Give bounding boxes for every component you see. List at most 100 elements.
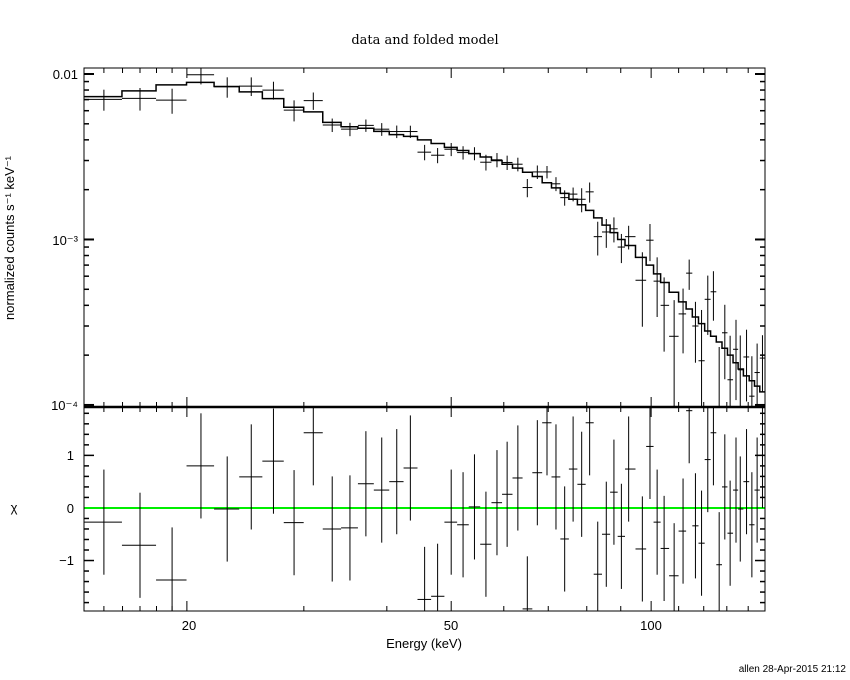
residual-point [692,473,699,579]
data-point [610,217,618,243]
data-point [431,148,445,164]
data-point [759,335,765,392]
data-point [692,301,699,363]
footer-stamp: allen 28-Apr-2015 21:12 [739,664,847,675]
y-axis-label-spectrum: normalized counts s⁻¹ keV⁻¹ [2,155,17,320]
residual-point [542,407,552,476]
residual-point [610,439,618,545]
data-point [635,252,647,327]
residual-point [341,475,358,581]
plot-frame [83,67,766,612]
data-point [749,356,755,407]
data-point [602,218,611,248]
residual-point [593,521,603,611]
residual-point [389,429,404,535]
residual-point [678,478,687,584]
residual-point [704,407,711,513]
data-point [84,89,122,111]
data-point [403,125,418,138]
residual-point [585,407,594,476]
x-tick-label: 100 [640,618,662,633]
x-axis-label: Energy (keV) [386,636,462,651]
residual-point [357,431,374,537]
data-point [738,335,744,407]
data-point [551,177,561,192]
residual-point [617,483,626,589]
data-point [186,68,215,85]
residual-point [491,450,503,556]
chi-tick-label: −1 [59,553,74,568]
residual-point [239,424,263,530]
data-point [678,288,687,354]
data-point [341,122,358,137]
data-point [733,319,739,401]
data-point [444,142,458,157]
residual-point [577,431,586,537]
residual-point [625,416,636,522]
residual-point [322,476,342,582]
axis-ticks [84,68,765,611]
y-tick-label: 10⁻³ [52,233,78,248]
data-point [357,119,374,132]
residual-point [283,470,304,576]
residual-point [431,543,445,611]
data-point [660,277,670,352]
residual-point [121,492,157,598]
model-step-line [84,81,765,393]
data-point [262,81,284,100]
data-point [532,165,543,179]
data-point [468,147,481,161]
data-point [593,221,603,256]
data-point [156,88,187,114]
residual-point [738,456,744,562]
residual-point [698,490,705,596]
data-point [491,153,503,168]
residual-point [759,407,765,508]
data-point [542,165,552,179]
chi-tick-label: 0 [67,501,74,516]
data-point [480,154,492,171]
residual-point [721,434,728,540]
data-point [686,259,693,290]
residual-point [602,481,611,587]
residual-point [214,456,240,562]
residual-point [754,437,760,543]
residual-point [502,441,513,547]
y-axis-label-residuals: χ [11,500,18,515]
data-point [585,182,594,203]
x-tick-label: 50 [444,618,458,633]
residual-point [156,527,187,611]
data-point [743,329,750,402]
residual-point [686,407,693,464]
residual-point [568,416,578,522]
data-point [303,92,323,110]
data-point [754,343,760,407]
data-point [512,157,523,172]
data-point [568,187,578,202]
x-tick-label: 20 [182,618,196,633]
data-point [121,87,157,111]
residual-panel [84,407,765,611]
residual-point [512,425,523,531]
data-point [502,155,513,170]
y-tick-label: 10⁻⁴ [51,398,78,413]
data-point [577,188,586,213]
data-point [417,144,432,161]
residual-point [417,546,432,611]
residual-point [468,454,481,560]
spectrum-panel [84,68,765,407]
residual-point [403,415,418,521]
data-point [704,275,711,335]
chi-tick-label: 1 [67,448,74,463]
residual-point [710,407,717,486]
data-point [373,123,390,136]
data-point [721,304,728,380]
residual-point [373,437,390,543]
data-point [653,257,661,318]
residual-point [551,424,561,530]
residual-point [303,407,323,486]
residual-point [743,429,750,535]
data-point [389,125,404,139]
residual-point [669,523,679,611]
